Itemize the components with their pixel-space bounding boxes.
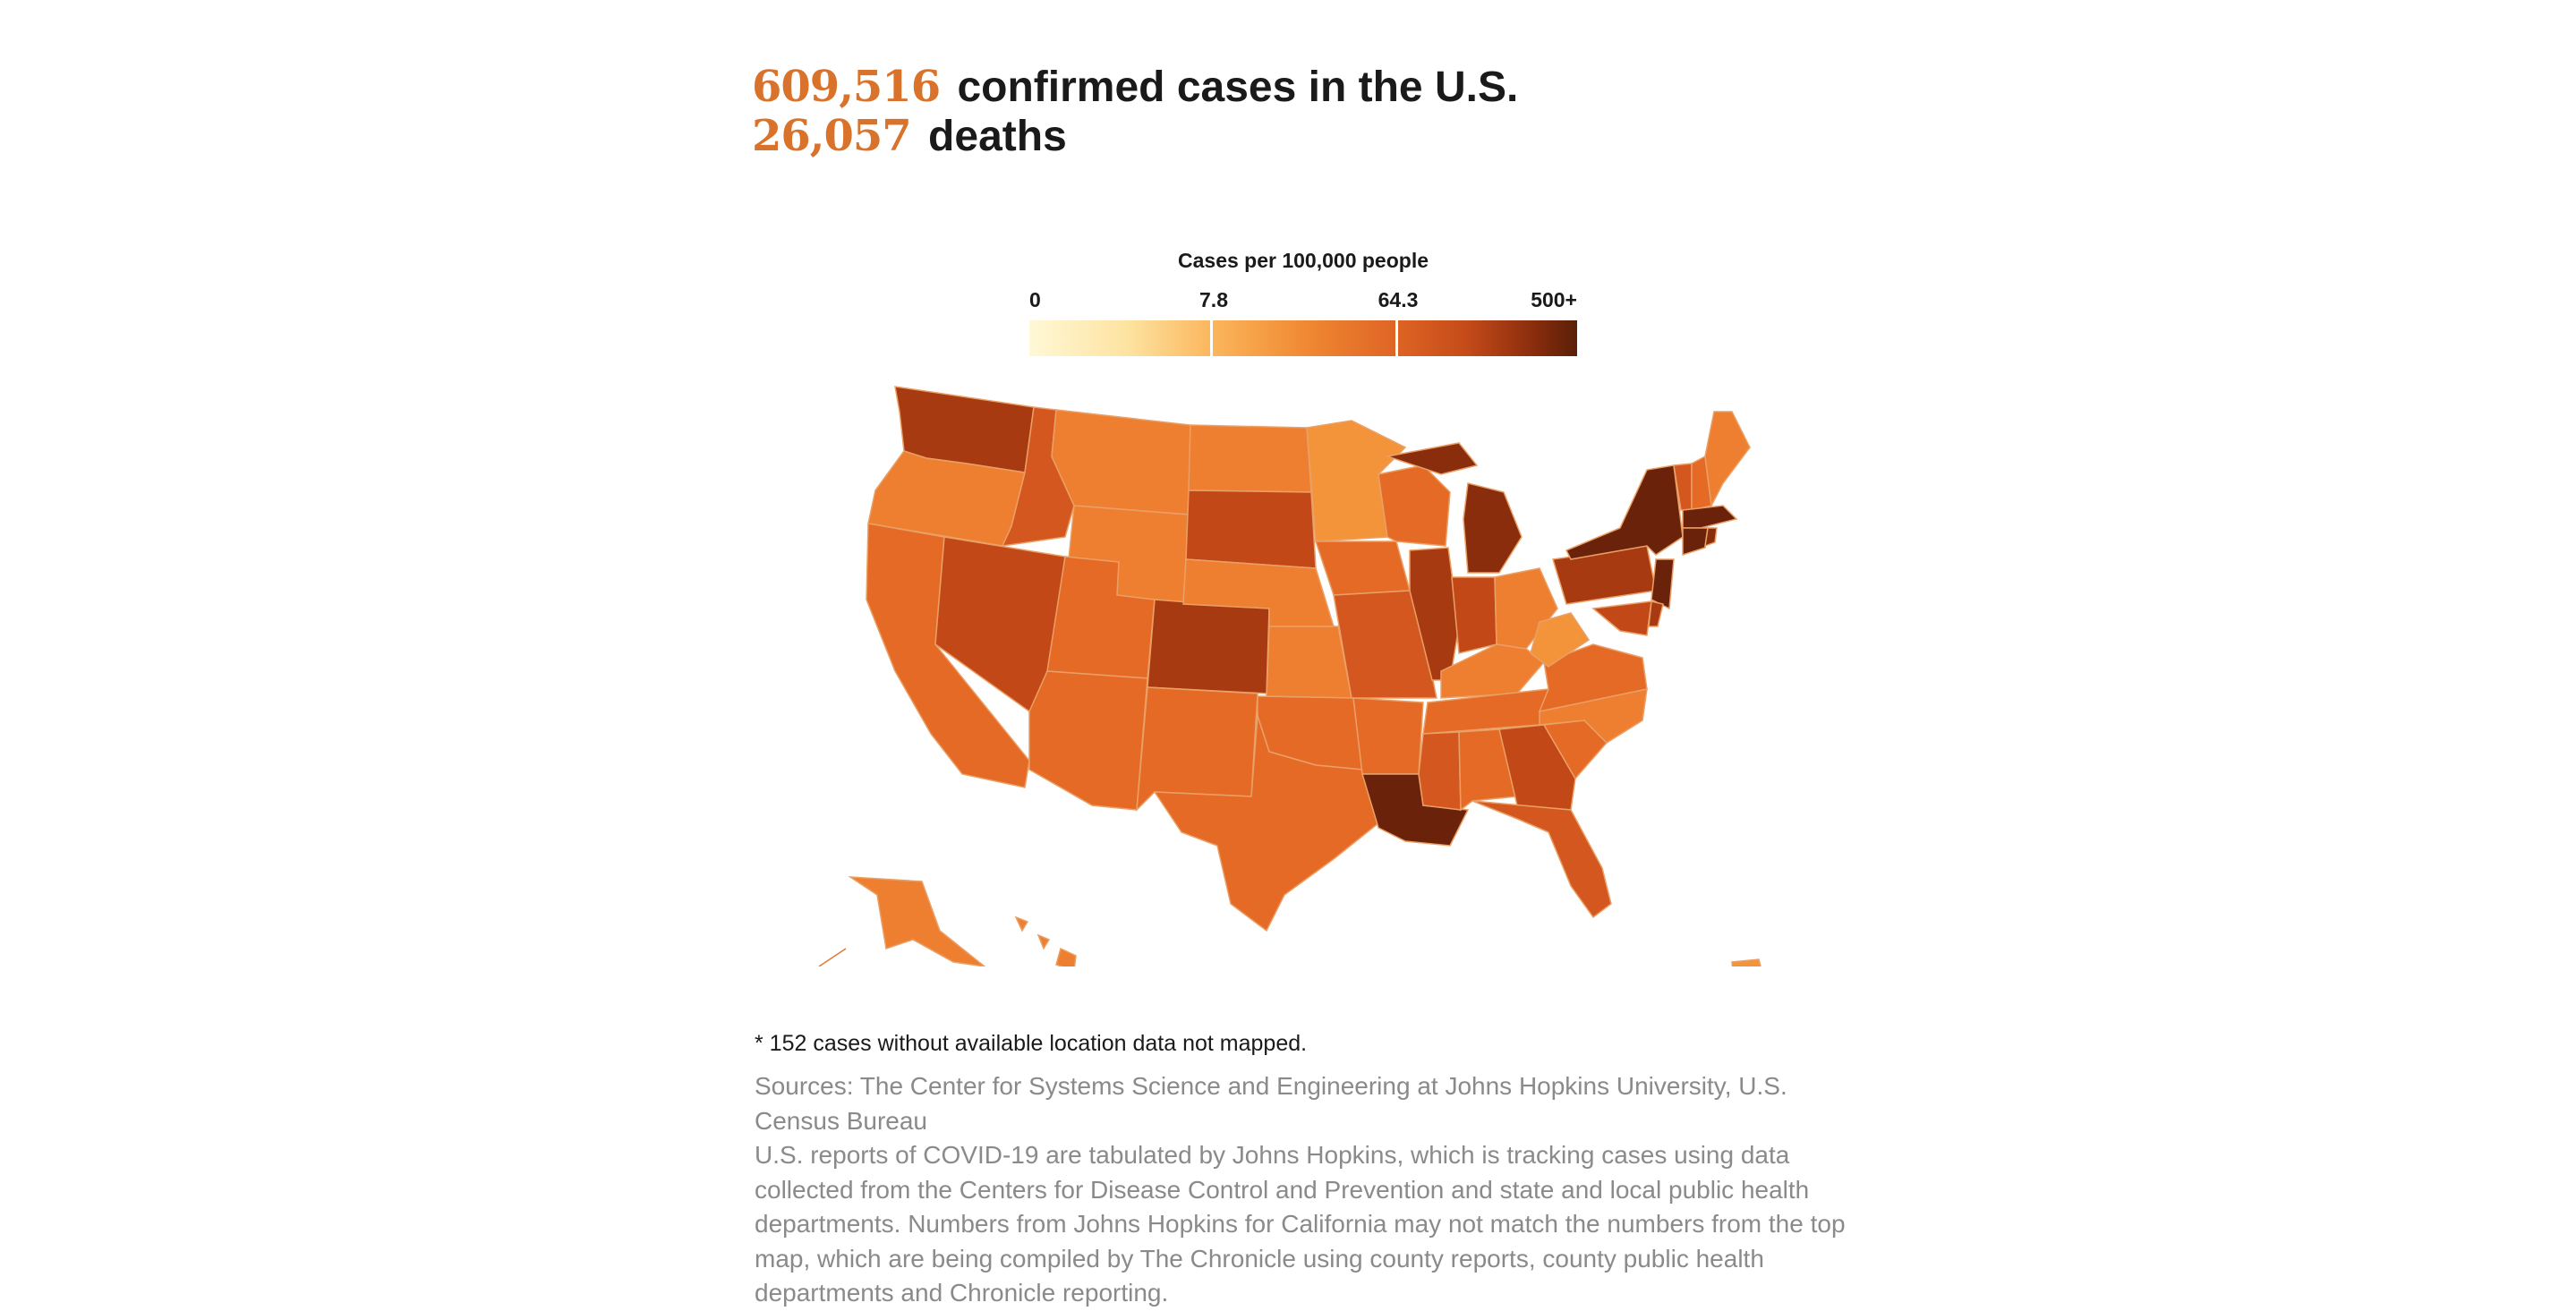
state-new-jersey[interactable] <box>1651 558 1675 610</box>
us-choropleth-map <box>818 386 1761 966</box>
state-indiana[interactable] <box>1451 576 1497 654</box>
legend-gradient-bar <box>1029 320 1577 356</box>
sources-block: Sources: The Center for Systems Science … <box>755 1069 1864 1311</box>
state-colorado[interactable] <box>1147 599 1270 694</box>
state-iowa[interactable] <box>1314 541 1411 596</box>
state-west-virginia[interactable] <box>1530 612 1591 668</box>
state-maine[interactable] <box>1704 411 1751 508</box>
state-alaska[interactable] <box>848 876 986 966</box>
sources-line: Sources: The Center for Systems Science … <box>755 1072 1787 1135</box>
state-connecticut[interactable] <box>1682 527 1709 557</box>
state-maryland[interactable] <box>1591 600 1652 636</box>
legend-divider <box>1210 320 1213 356</box>
state-new-york[interactable] <box>1565 464 1684 560</box>
state-mississippi[interactable] <box>1418 731 1462 811</box>
state-alabama[interactable] <box>1458 728 1518 812</box>
territory-puerto-rico[interactable] <box>1731 958 1761 966</box>
legend-tick: 0 <box>1029 288 1041 311</box>
state-montana[interactable] <box>1051 409 1191 515</box>
state-wisconsin[interactable] <box>1378 464 1451 547</box>
deaths-count: 26,057 <box>752 111 912 161</box>
state-massachusetts[interactable] <box>1682 505 1738 529</box>
state-north-dakota[interactable] <box>1188 424 1312 493</box>
alaska-aleutians <box>818 948 847 966</box>
state-kansas[interactable] <box>1266 626 1352 699</box>
legend-ticks: 0 7.8 64.3 500+ <box>1029 288 1577 313</box>
state-florida[interactable] <box>1471 800 1612 919</box>
state-virginia[interactable] <box>1538 643 1648 713</box>
state-michigan[interactable] <box>1385 442 1523 574</box>
legend-tick: 64.3 <box>1378 288 1419 311</box>
legend-divider <box>1395 320 1398 356</box>
cases-label: confirmed cases in the U.S. <box>957 64 1519 111</box>
legend-title: Cases per 100,000 people <box>1178 249 1429 272</box>
legend-tick: 7.8 <box>1199 288 1228 311</box>
footnote: * 152 cases without available location d… <box>755 1031 1308 1056</box>
legend-tick: 500+ <box>1531 288 1577 311</box>
deaths-label: deaths <box>928 113 1067 160</box>
cases-headline: 609,516 confirmed cases in the U.S. <box>752 63 1862 112</box>
cases-count: 609,516 <box>752 62 941 112</box>
state-kentucky[interactable] <box>1440 643 1546 699</box>
state-texas[interactable] <box>1153 715 1379 932</box>
state-arkansas[interactable] <box>1352 697 1424 775</box>
state-south-dakota[interactable] <box>1185 489 1317 569</box>
state-arizona[interactable] <box>1028 670 1148 811</box>
deaths-headline: 26,057 deaths <box>752 112 1862 161</box>
state-rhode-island[interactable] <box>1704 527 1718 548</box>
state-delaware[interactable] <box>1648 600 1664 627</box>
methodology-note: U.S. reports of COVID-19 are tabulated b… <box>755 1141 1846 1307</box>
headline-block: 609,516 confirmed cases in the U.S. 26,0… <box>752 63 1862 161</box>
state-hawaii[interactable] <box>1014 915 1077 966</box>
